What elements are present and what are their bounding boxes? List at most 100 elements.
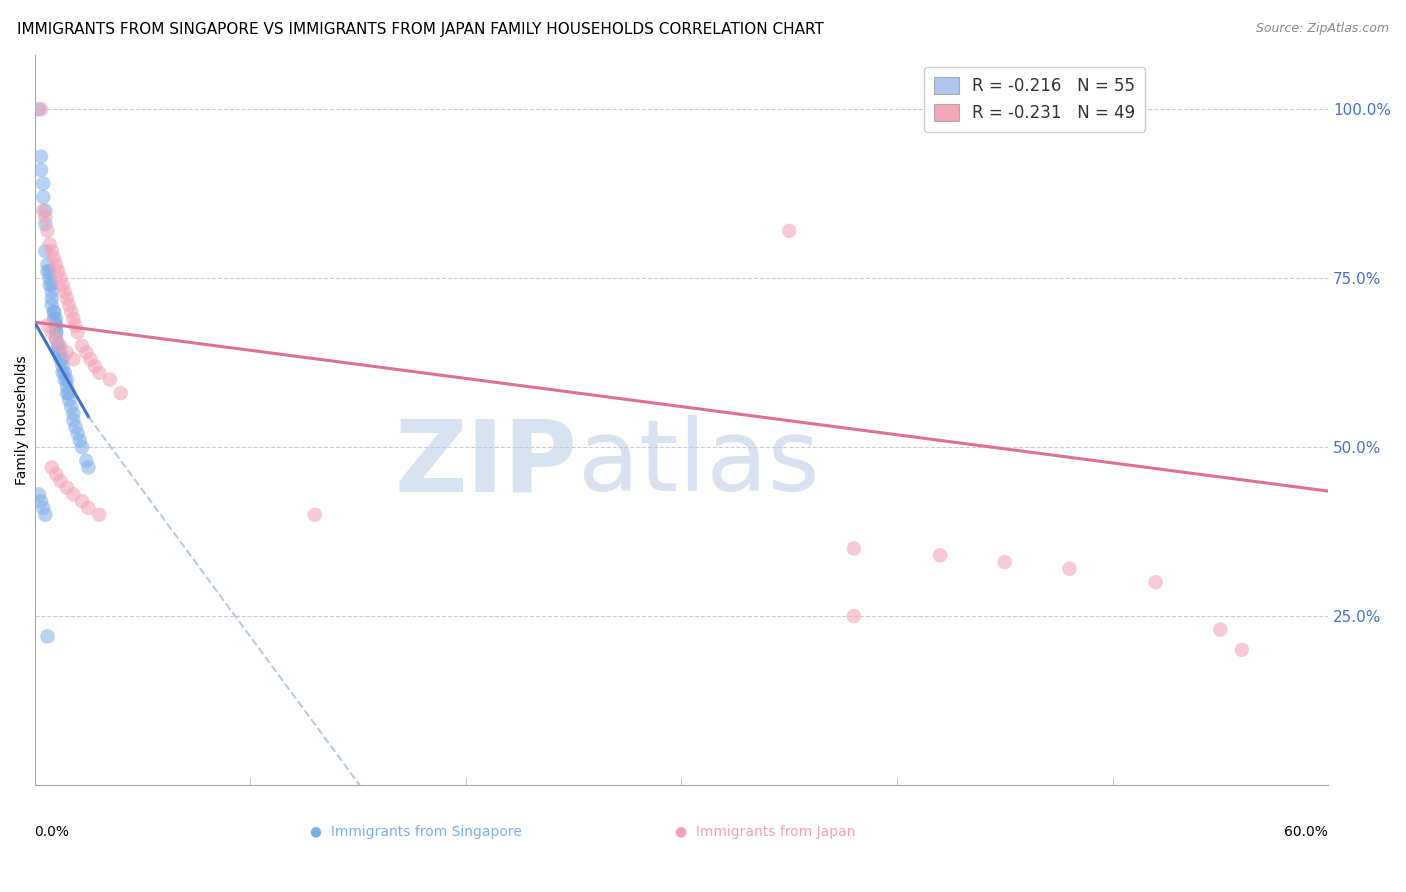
Point xyxy=(38,237,60,252)
Point xyxy=(56,386,79,401)
Point xyxy=(1209,623,1232,637)
Text: 60.0%: 60.0% xyxy=(1284,825,1329,839)
Point xyxy=(45,325,67,339)
Point xyxy=(62,352,84,367)
Point xyxy=(842,541,865,556)
Point xyxy=(77,460,100,475)
Point xyxy=(38,264,60,278)
Point xyxy=(49,339,72,353)
Point xyxy=(45,318,67,333)
Text: ZIP: ZIP xyxy=(395,416,578,512)
Point xyxy=(66,426,89,441)
Point xyxy=(42,305,65,319)
Point xyxy=(98,373,121,387)
Point xyxy=(75,345,97,359)
Point xyxy=(778,224,800,238)
Point xyxy=(32,500,55,515)
Point xyxy=(45,467,67,482)
Point xyxy=(929,549,952,563)
Text: atlas: atlas xyxy=(578,416,820,512)
Point xyxy=(30,494,52,508)
Point xyxy=(46,345,69,359)
Text: 0.0%: 0.0% xyxy=(35,825,69,839)
Point xyxy=(37,264,59,278)
Point xyxy=(41,277,63,292)
Text: Source: ZipAtlas.com: Source: ZipAtlas.com xyxy=(1256,22,1389,36)
Point xyxy=(65,318,87,333)
Point xyxy=(42,311,65,326)
Point xyxy=(60,305,83,319)
Point xyxy=(49,345,72,359)
Point xyxy=(89,366,111,380)
Text: IMMIGRANTS FROM SINGAPORE VS IMMIGRANTS FROM JAPAN FAMILY HOUSEHOLDS CORRELATION: IMMIGRANTS FROM SINGAPORE VS IMMIGRANTS … xyxy=(17,22,824,37)
Point xyxy=(52,277,75,292)
Point xyxy=(89,508,111,522)
Point xyxy=(45,325,67,339)
Point xyxy=(41,292,63,306)
Point xyxy=(42,305,65,319)
Point xyxy=(62,413,84,427)
Point xyxy=(52,366,75,380)
Point xyxy=(41,244,63,259)
Point xyxy=(52,352,75,367)
Point xyxy=(79,352,101,367)
Point xyxy=(56,345,79,359)
Point xyxy=(53,285,76,299)
Point xyxy=(37,258,59,272)
Point xyxy=(46,339,69,353)
Point xyxy=(41,325,63,339)
Point xyxy=(34,508,56,522)
Point xyxy=(30,102,52,116)
Point xyxy=(30,163,52,178)
Point xyxy=(56,373,79,387)
Point xyxy=(37,629,59,643)
Point xyxy=(45,318,67,333)
Point xyxy=(45,311,67,326)
Point xyxy=(38,277,60,292)
Point xyxy=(32,203,55,218)
Point xyxy=(994,555,1017,569)
Point xyxy=(37,318,59,333)
Point xyxy=(45,332,67,346)
Point xyxy=(34,244,56,259)
Point xyxy=(77,500,100,515)
Point xyxy=(34,217,56,231)
Legend: R = -0.216   N = 55, R = -0.231   N = 49: R = -0.216 N = 55, R = -0.231 N = 49 xyxy=(924,67,1144,132)
Point xyxy=(1059,562,1081,576)
Point xyxy=(75,453,97,467)
Point xyxy=(70,494,93,508)
Point xyxy=(62,311,84,326)
Point xyxy=(46,339,69,353)
Point xyxy=(842,609,865,624)
Point xyxy=(70,440,93,454)
Point xyxy=(37,224,59,238)
Point xyxy=(53,373,76,387)
Point xyxy=(56,481,79,495)
Point xyxy=(58,386,80,401)
Point xyxy=(49,474,72,488)
Point xyxy=(66,325,89,339)
Point xyxy=(60,400,83,414)
Point xyxy=(38,271,60,285)
Point xyxy=(46,264,69,278)
Point xyxy=(56,379,79,393)
Point xyxy=(1230,643,1253,657)
Point xyxy=(110,386,132,401)
Text: ●  Immigrants from Singapore: ● Immigrants from Singapore xyxy=(311,825,522,839)
Point xyxy=(56,292,79,306)
Point xyxy=(1144,575,1167,590)
Point xyxy=(34,211,56,225)
Point xyxy=(32,177,55,191)
Point xyxy=(45,332,67,346)
Point xyxy=(34,203,56,218)
Point xyxy=(58,298,80,312)
Point xyxy=(42,251,65,265)
Point xyxy=(49,271,72,285)
Text: ●  Immigrants from Japan: ● Immigrants from Japan xyxy=(675,825,856,839)
Point xyxy=(41,298,63,312)
Point xyxy=(52,359,75,373)
Point xyxy=(69,434,91,448)
Point xyxy=(62,487,84,501)
Point xyxy=(65,420,87,434)
Point xyxy=(70,339,93,353)
